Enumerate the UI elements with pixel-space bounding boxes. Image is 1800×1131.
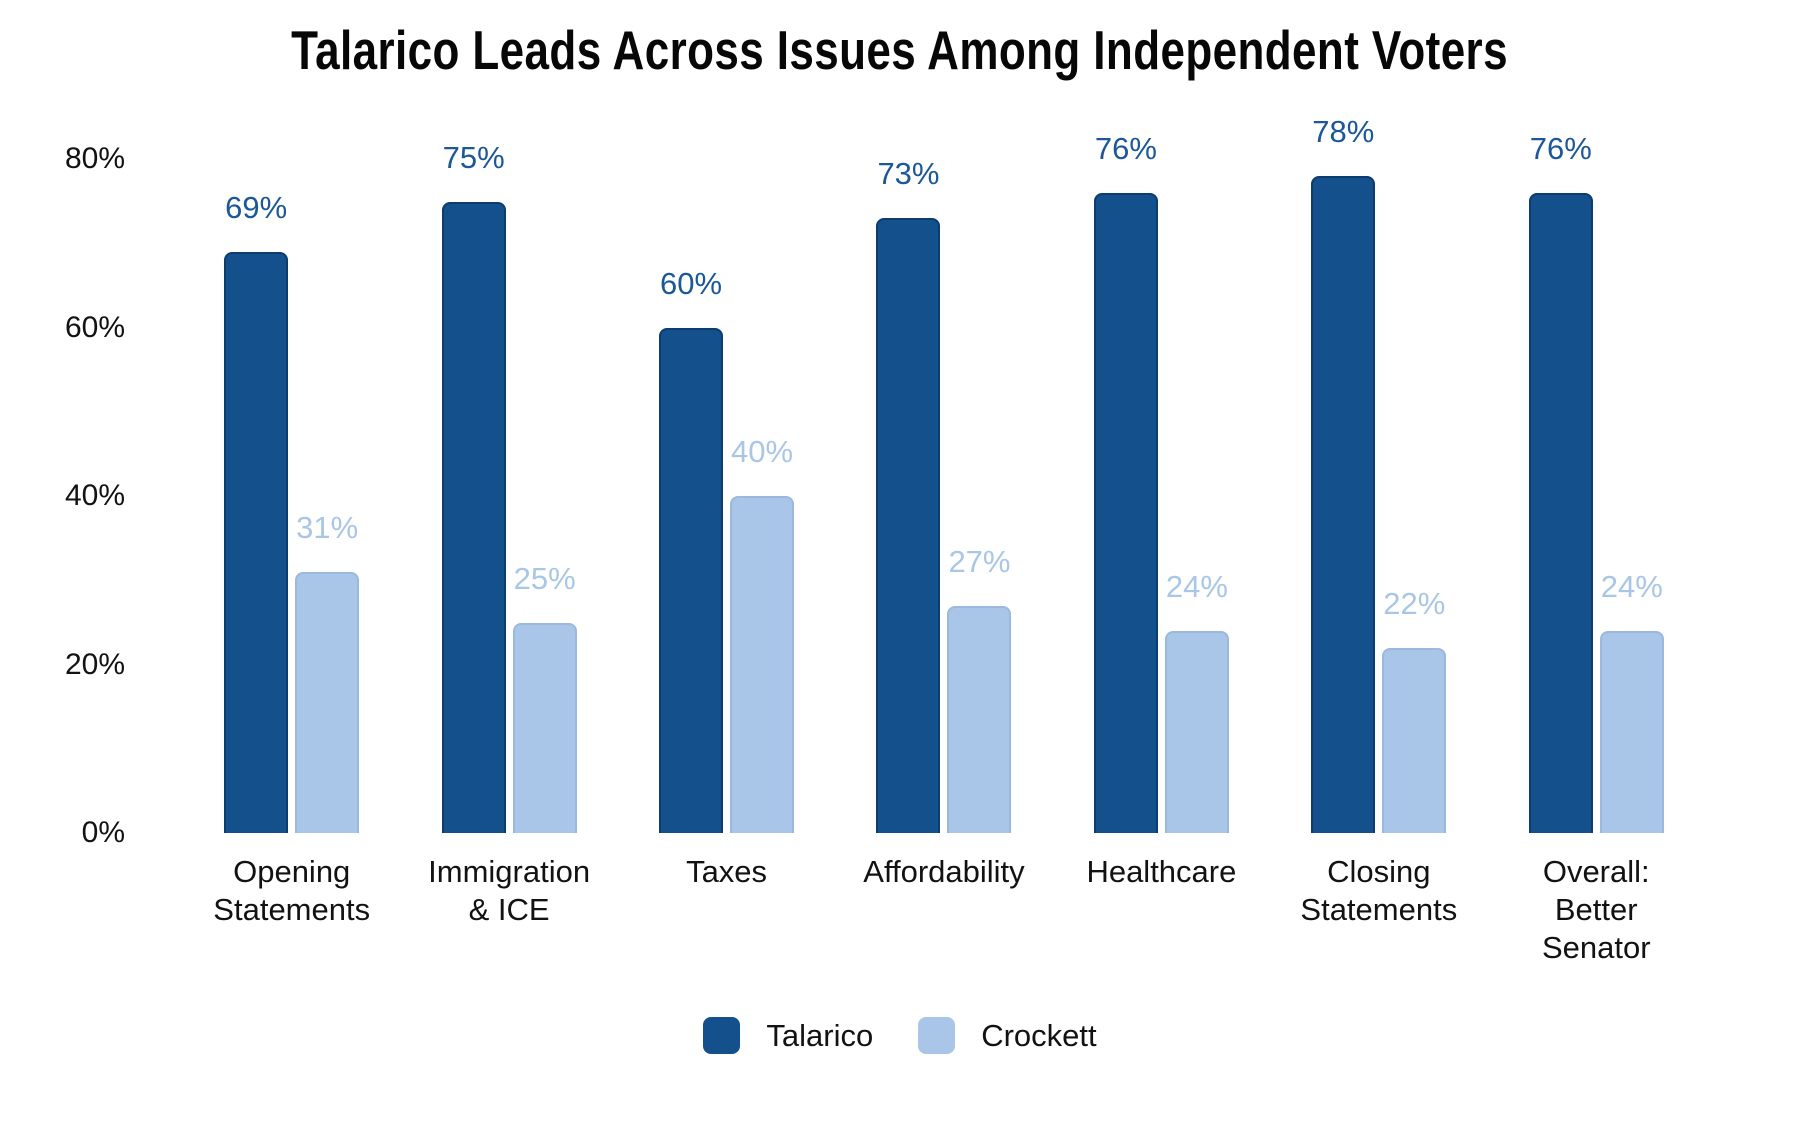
legend-item-crockett: Crockett (918, 1017, 1097, 1054)
legend-item-talarico: Talarico (703, 1017, 873, 1054)
crockett-value-label: 25% (513, 560, 576, 596)
bar-group: 76% 24% (1488, 100, 1705, 833)
talarico-value-label: 69% (225, 190, 288, 226)
talarico-bar: 76% (1528, 131, 1593, 833)
talarico-value-label: 76% (1529, 131, 1592, 167)
chart-title: Talarico Leads Across Issues Among Indep… (291, 19, 1509, 81)
crockett-value-label: 40% (731, 434, 794, 470)
talarico-bar: 76% (1093, 131, 1158, 833)
crockett-bar: 24% (1164, 569, 1229, 833)
plot-area: 69% 31% 75% 25% 60% 40% 73% 27% 76% 24% 78% 22% 76% 2… (183, 100, 1705, 833)
category-label: Immigration & ICE (428, 854, 591, 927)
category-label: Overall: Better Senator (1541, 854, 1651, 965)
y-axis-tick-label: 80% (64, 142, 125, 176)
bar-group: 73% 27% (835, 100, 1052, 833)
category-label: Opening Statements (213, 854, 371, 927)
y-axis: 0% 20% 40% 60% 80% (0, 100, 183, 849)
crockett-bar: 40% (730, 434, 795, 833)
talarico-bar: 75% (441, 140, 506, 833)
talarico-value-label: 78% (1312, 114, 1375, 150)
legend: Talarico Crockett (0, 1017, 1800, 1054)
crockett-value-label: 31% (296, 509, 359, 545)
crockett-bar: 27% (947, 544, 1012, 833)
crockett-value-label: 24% (1165, 568, 1228, 604)
bar-group: 75% 25% (400, 100, 617, 833)
bar-group: 69% 31% (183, 100, 400, 833)
bar-chart: 0% 20% 40% 60% 80% 69% 31% 75% 25% 60% 40% 73% 27% 7… (65, 100, 1705, 849)
bar-group: 78% 22% (1270, 100, 1487, 833)
crockett-bar: 24% (1599, 569, 1664, 833)
category-label: Healthcare (1086, 854, 1237, 889)
crockett-legend-label: Crockett (981, 1017, 1097, 1053)
y-axis-tick-label: 0% (81, 816, 125, 849)
crockett-bar: 25% (512, 561, 577, 833)
talarico-legend-swatch (703, 1017, 741, 1054)
talarico-bar: 60% (659, 266, 724, 833)
talarico-bar: 78% (1311, 114, 1376, 833)
crockett-bar: 31% (295, 510, 360, 833)
x-axis-labels: Opening Statements Immigration & ICE Taxes… (183, 853, 1705, 967)
crockett-legend-swatch (918, 1017, 956, 1054)
talarico-value-label: 76% (1094, 131, 1157, 167)
talarico-value-label: 60% (660, 265, 723, 301)
category-label: Affordability (863, 854, 1025, 889)
category-label: Taxes (686, 854, 768, 889)
talarico-value-label: 75% (442, 139, 505, 175)
category-label: Closing Statements (1300, 854, 1458, 927)
y-axis-tick-label: 40% (64, 479, 125, 513)
bar-group: 76% 24% (1053, 100, 1270, 833)
y-axis-tick-label: 60% (64, 310, 125, 344)
crockett-value-label: 27% (948, 543, 1011, 579)
chart-header: Talarico Leads Across Issues Among Indep… (0, 18, 1800, 82)
y-axis-tick-label: 20% (64, 647, 125, 681)
talarico-value-label: 73% (877, 156, 940, 192)
talarico-bar: 73% (876, 156, 941, 833)
crockett-bar: 22% (1382, 586, 1447, 833)
bar-group: 60% 40% (618, 100, 835, 833)
talarico-bar: 69% (224, 190, 289, 833)
crockett-value-label: 24% (1600, 568, 1663, 604)
talarico-legend-label: Talarico (766, 1017, 874, 1053)
crockett-value-label: 22% (1383, 585, 1446, 621)
